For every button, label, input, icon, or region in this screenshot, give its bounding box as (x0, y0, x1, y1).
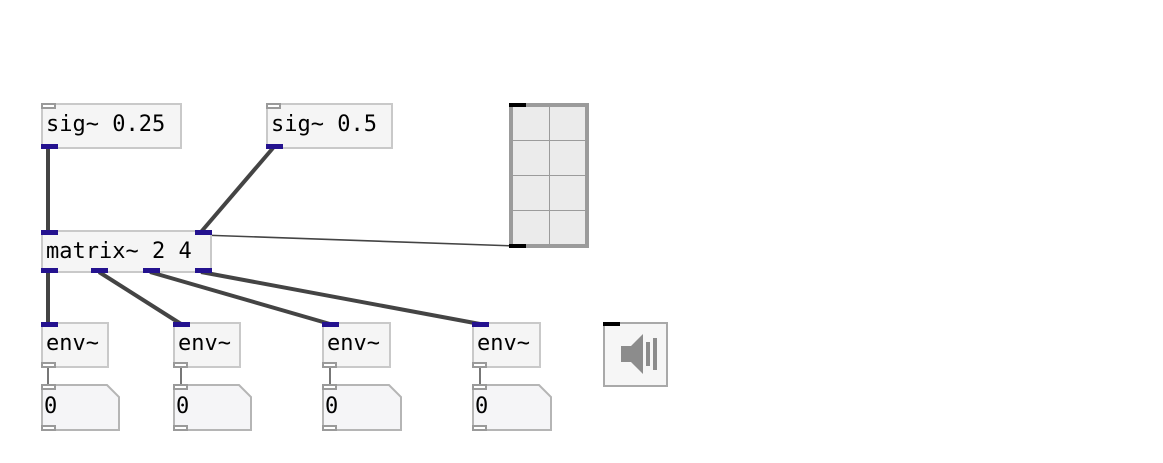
matrix-outlet-4[interactable] (195, 268, 212, 273)
env-4-outlet[interactable] (472, 362, 487, 368)
env-object-4-label: env~ (477, 331, 530, 356)
sig-a-outlet[interactable] (41, 144, 58, 149)
number-box-2-outlet[interactable] (173, 425, 188, 431)
number-box-4-value: 0 (475, 394, 489, 419)
grid-outlet[interactable] (509, 244, 526, 248)
matrix-outlet-2[interactable] (91, 268, 108, 273)
wire-matrix-to-env-4 (200, 270, 481, 326)
speaker-inlet[interactable] (603, 322, 620, 326)
grid-cell[interactable] (549, 106, 586, 141)
sig-a-inlet[interactable] (41, 103, 56, 109)
number-box-4-frame (472, 384, 552, 431)
env-2-inlet[interactable] (173, 322, 190, 327)
grid-cell[interactable] (512, 106, 550, 141)
env-object-4[interactable]: env~ (472, 322, 541, 368)
matrix-object-label: matrix~ 2 4 (46, 239, 192, 264)
env-1-outlet[interactable] (41, 362, 56, 368)
number-box-1-outlet[interactable] (41, 425, 56, 431)
env-object-1[interactable]: env~ (41, 322, 109, 368)
grid-inlet[interactable] (509, 103, 526, 107)
number-box-2-frame (173, 384, 252, 431)
number-box-1-frame (41, 384, 120, 431)
sig-b-outlet[interactable] (266, 144, 283, 149)
sig-object-a-label: sig~ 0.25 (46, 112, 166, 137)
grid-cell[interactable] (549, 210, 586, 245)
grid-cell[interactable] (549, 175, 586, 211)
number-box-1[interactable]: 0 (41, 384, 120, 431)
wire-sig-b-to-matrix (199, 146, 275, 234)
env-3-outlet[interactable] (322, 362, 337, 368)
env-2-outlet[interactable] (173, 362, 188, 368)
env-4-inlet[interactable] (472, 322, 489, 327)
matrix-outlet-1[interactable] (41, 268, 58, 273)
grid-cell[interactable] (512, 140, 550, 176)
number-box-4[interactable]: 0 (472, 384, 552, 431)
number-box-1-value: 0 (44, 394, 58, 419)
number-box-2[interactable]: 0 (173, 384, 252, 431)
env-object-2[interactable]: env~ (173, 322, 241, 368)
wire-matrix-to-env-2 (97, 270, 183, 326)
env-1-inlet[interactable] (41, 322, 58, 327)
sig-object-b-label: sig~ 0.5 (271, 112, 377, 137)
grid-cell[interactable] (512, 210, 550, 245)
matrix-outlet-3[interactable] (143, 268, 160, 273)
env-3-inlet[interactable] (322, 322, 339, 327)
sig-object-a[interactable]: sig~ 0.25 (41, 103, 182, 149)
matrix-inlet-2[interactable] (195, 230, 212, 235)
wire-matrix-to-env-3 (149, 270, 331, 326)
matrix-inlet-1[interactable] (41, 230, 58, 235)
grid-cell[interactable] (512, 175, 550, 211)
number-box-4-inlet[interactable] (472, 384, 487, 390)
sig-b-inlet[interactable] (266, 103, 281, 109)
grid-cell[interactable] (549, 140, 586, 176)
number-box-1-inlet[interactable] (41, 384, 56, 390)
number-box-4-outlet[interactable] (472, 425, 487, 431)
env-object-1-label: env~ (46, 331, 99, 356)
number-box-2-value: 0 (176, 394, 190, 419)
wire-grid-to-matrix (200, 234, 517, 247)
number-box-3-frame (322, 384, 402, 431)
speaker-icon (621, 334, 657, 374)
number-box-3-outlet[interactable] (322, 425, 337, 431)
number-box-3[interactable]: 0 (322, 384, 402, 431)
matrix-object[interactable]: matrix~ 2 4 (41, 230, 212, 273)
number-box-3-inlet[interactable] (322, 384, 337, 390)
env-object-3[interactable]: env~ (322, 322, 391, 368)
env-object-2-label: env~ (178, 331, 231, 356)
sig-object-b[interactable]: sig~ 0.5 (266, 103, 393, 149)
dsp-speaker-toggle[interactable] (603, 322, 668, 387)
number-box-2-inlet[interactable] (173, 384, 188, 390)
number-box-3-value: 0 (325, 394, 339, 419)
env-object-3-label: env~ (327, 331, 380, 356)
toggle-grid[interactable] (509, 103, 589, 248)
